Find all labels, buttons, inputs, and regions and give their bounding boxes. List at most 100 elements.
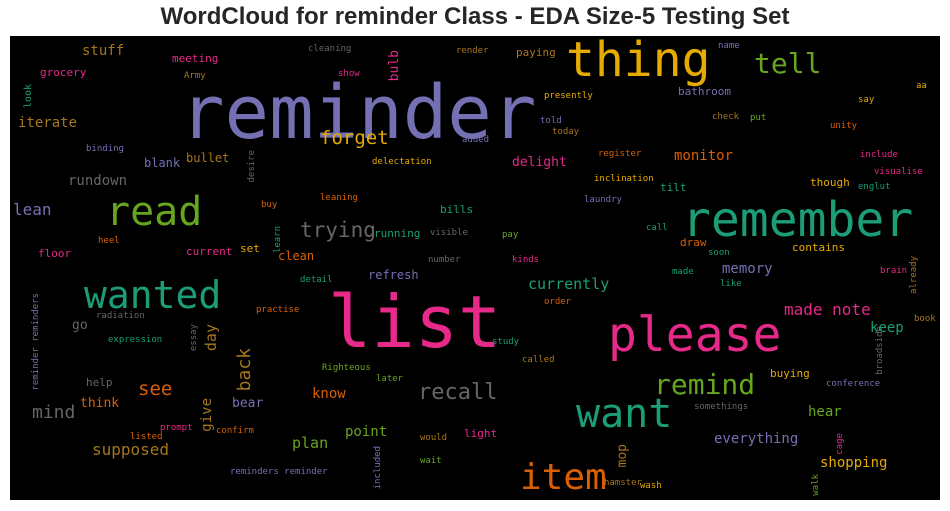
word-radiation: radiation <box>96 311 145 321</box>
word-expression: expression <box>108 335 163 345</box>
word-reminders-reminder: reminders reminder <box>230 467 328 477</box>
word-show: show <box>338 69 360 79</box>
word-give: give <box>199 398 215 432</box>
word-everything: everything <box>714 431 799 447</box>
word-see: see <box>138 378 173 400</box>
word-remember: remember <box>682 192 914 248</box>
word-current: current <box>186 245 233 258</box>
word-look: look <box>23 84 34 109</box>
word-mop: mop <box>615 444 630 468</box>
word-walk: walk <box>811 474 821 496</box>
word-though: though <box>810 176 850 189</box>
word-visualise: visualise <box>874 167 923 177</box>
word-register: register <box>598 149 642 159</box>
word-think: think <box>80 396 120 411</box>
word-buy: buy <box>261 200 278 210</box>
word-added: added <box>462 135 490 145</box>
word-heel: heel <box>98 236 120 246</box>
word-put: put <box>750 113 767 123</box>
word-point: point <box>345 424 388 440</box>
word-included: included <box>373 446 383 490</box>
word-unity: unity <box>830 121 858 131</box>
word-englut: englut <box>858 182 891 192</box>
word-like: like <box>720 279 742 289</box>
word-number: number <box>428 255 461 265</box>
word-laundry: laundry <box>584 195 622 205</box>
word-presently: presently <box>544 91 593 101</box>
word-somethings: somethings <box>694 402 749 412</box>
word-later: later <box>376 374 404 384</box>
word-help: help <box>86 376 113 389</box>
word-bear: bear <box>232 396 264 411</box>
word-bathroom: bathroom <box>678 85 731 98</box>
word-check: check <box>712 112 740 122</box>
word-learn: learn <box>273 226 283 254</box>
word-made: made <box>672 267 694 277</box>
word-desire: desire <box>247 150 257 183</box>
word-refresh: refresh <box>368 268 419 282</box>
word-lean: lean <box>13 200 52 219</box>
word-practise: practise <box>256 305 300 315</box>
word-name: name <box>718 41 740 51</box>
word-bullet: bullet <box>186 151 230 165</box>
word-tell: tell <box>754 47 822 80</box>
word-kinds: kinds <box>512 255 540 265</box>
word-supposed: supposed <box>92 440 170 459</box>
word-visible: visible <box>430 228 468 238</box>
word-plan: plan <box>292 434 329 452</box>
word-clean: clean <box>278 249 315 263</box>
word-memory: memory <box>722 261 773 277</box>
word-army: Army <box>184 71 206 81</box>
word-go: go <box>72 318 88 333</box>
word-blank: blank <box>144 156 181 170</box>
word-binding: binding <box>86 144 124 154</box>
word-grocery: grocery <box>40 66 87 79</box>
word-prompt: prompt <box>160 423 193 433</box>
word-wait: wait <box>420 456 442 466</box>
word-cage: cage <box>835 433 845 455</box>
word-pay: pay <box>502 230 519 240</box>
word-item: item <box>520 457 607 498</box>
word-stuff: stuff <box>82 43 125 59</box>
word-cleaning: cleaning <box>308 44 352 54</box>
word-rundown: rundown <box>68 173 128 189</box>
word-tilt: tilt <box>660 181 687 194</box>
word-bills: bills <box>440 203 474 216</box>
word-forget: forget <box>320 127 389 149</box>
word-render: render <box>456 46 489 56</box>
word-want: want <box>576 391 673 437</box>
word-brain: brain <box>880 266 908 276</box>
word-soon: soon <box>708 248 730 258</box>
wordcloud-canvas: reminder list remember please thing wanted rea… <box>10 36 940 500</box>
word-aa: aa <box>916 81 927 91</box>
word-day: day <box>202 324 220 352</box>
word-broadside: broadside <box>875 326 885 375</box>
word-hear: hear <box>808 404 842 420</box>
word-reminder-reminders: reminder reminders <box>31 293 41 391</box>
word-wanted: wanted <box>84 273 222 317</box>
word-inclination: inclination <box>594 174 654 184</box>
word-reminder: reminder <box>180 70 537 156</box>
word-wash: wash <box>640 481 662 491</box>
word-meeting: meeting <box>172 52 219 65</box>
word-told: told <box>540 116 562 126</box>
word-currently: currently <box>528 275 610 293</box>
chart-title: WordCloud for reminder Class - EDA Size-… <box>160 3 790 30</box>
word-iterate: iterate <box>18 115 78 131</box>
word-thing: thing <box>566 36 711 88</box>
word-say: say <box>858 95 875 105</box>
word-know: know <box>312 386 346 402</box>
word-keep: keep <box>870 320 904 336</box>
word-contains: contains <box>792 241 845 254</box>
word-set: set <box>240 242 260 255</box>
word-paying: paying <box>516 46 556 59</box>
word-order: order <box>544 297 572 307</box>
word-running: running <box>374 227 421 240</box>
word-monitor: monitor <box>674 148 734 164</box>
word-leaning: leaning <box>320 193 358 203</box>
word-made-note: made note <box>784 300 871 319</box>
word-delectation: delectation <box>372 157 432 167</box>
word-recall: recall <box>418 380 498 405</box>
word-delight: delight <box>512 155 567 170</box>
word-trying: trying <box>300 218 376 242</box>
